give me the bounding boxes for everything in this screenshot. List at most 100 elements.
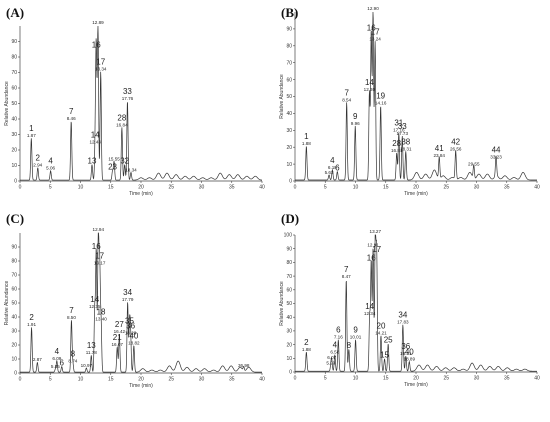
peak-number: 8 xyxy=(71,350,76,359)
peak-number: 40 xyxy=(405,347,414,356)
peak-number: 34 xyxy=(123,288,132,297)
panel-c: (C) 0 10 20 30 40 50 60 70 80 90 0 5 10 15 20 25 30 35 40 T… xyxy=(0,211,275,422)
panel-label: (C) xyxy=(6,211,25,226)
peak-number: 9 xyxy=(353,112,358,121)
peak-number: 44 xyxy=(492,146,501,155)
peak-retention-time: 12.94 xyxy=(93,227,105,232)
peak-retention-time: 5.93 xyxy=(326,361,335,366)
peak-number: 6 xyxy=(60,358,65,367)
peak-number: 14 xyxy=(91,130,100,139)
x-tick-label: 20 xyxy=(138,185,144,191)
peak-number: 7 xyxy=(69,107,74,116)
peak-retention-time: 18.31 xyxy=(400,146,412,151)
y-tick-label: 50 xyxy=(11,301,17,307)
peak-number: 36 xyxy=(126,322,135,331)
x-tick-label: 5 xyxy=(324,376,327,382)
peak-number: 17 xyxy=(96,58,105,67)
peak-number: 9 xyxy=(353,325,358,334)
y-tick-label: 100 xyxy=(284,233,293,239)
y-tick-label: 40 xyxy=(286,315,292,321)
peak-retention-time: 13.34 xyxy=(95,67,107,72)
x-tick-label: 5 xyxy=(324,185,327,191)
peak-number: 14 xyxy=(90,295,99,304)
x-tick-label: 10 xyxy=(353,376,359,382)
y-tick-label: 20 xyxy=(286,145,292,151)
x-tick-label: 40 xyxy=(259,377,265,383)
peak-number: 32 xyxy=(120,157,129,166)
y-tick-label: 20 xyxy=(286,342,292,348)
x-tick-label: 30 xyxy=(199,185,205,191)
peak-number: 20 xyxy=(377,321,386,330)
peak-retention-time: 14.21 xyxy=(375,330,387,335)
peak-retention-time: 12.91 xyxy=(367,243,379,248)
peak-number: 33 xyxy=(398,122,407,131)
chromatogram-trace xyxy=(20,232,262,373)
peak-number: 28 xyxy=(117,113,126,122)
y-tick-label: 10 xyxy=(11,357,17,363)
peak-retention-time: 2.87 xyxy=(33,357,42,362)
peak-retention-time: 13.27 xyxy=(370,229,382,234)
y-tick-label: 20 xyxy=(11,343,17,349)
x-tick-label: 15 xyxy=(108,185,114,191)
peak-number: 38 xyxy=(401,137,410,146)
chromatogram-a: 0 10 20 30 40 50 60 70 80 90 0 5 10 15 20 25 30 35 40 Time … xyxy=(4,20,265,197)
peak-number: 16 xyxy=(92,40,101,49)
peak-number: 23 xyxy=(108,163,117,172)
peak-number: 19 xyxy=(376,92,385,101)
y-tick-label: 90 xyxy=(286,246,292,252)
peak-retention-time: 10.01 xyxy=(350,334,362,339)
peak-number: 2 xyxy=(36,154,41,163)
peak-retention-time: 18.31 xyxy=(400,351,412,356)
peak-number: 4 xyxy=(55,347,60,356)
y-tick-label: 90 xyxy=(11,245,17,251)
panel-label: (A) xyxy=(6,5,25,20)
y-tick-label: 0 xyxy=(289,179,292,185)
peak-retention-time: 6.07 xyxy=(327,355,336,360)
peak-retention-time: 12.30 xyxy=(364,87,376,92)
peak-number: 4 xyxy=(333,341,338,350)
peak-number: 42 xyxy=(451,137,460,146)
x-tick-label: 10 xyxy=(78,185,84,191)
peak-retention-time: 17.76 xyxy=(122,96,134,101)
peak-retention-time: 1.91 xyxy=(27,322,36,327)
peak-number: 7 xyxy=(344,88,349,97)
y-tick-label: 0 xyxy=(14,371,17,377)
y-tick-label: 80 xyxy=(286,44,292,50)
peak-retention-time: 17.79 xyxy=(122,297,134,302)
peak-retention-time: 1.88 xyxy=(302,347,311,352)
x-tick-label: 10 xyxy=(78,377,84,383)
peak-retention-time: 13.24 xyxy=(369,36,381,41)
peak-retention-time: 18.89 xyxy=(404,356,416,361)
y-tick-label: 20 xyxy=(11,148,17,154)
y-tick-label: 80 xyxy=(286,260,292,266)
y-tick-label: 40 xyxy=(286,111,292,117)
peak-retention-time: 5.85 xyxy=(51,364,60,369)
peak-number: 27 xyxy=(115,320,124,329)
y-tick-label: 10 xyxy=(286,162,292,168)
peak-retention-time: 12.43 xyxy=(89,139,101,144)
peak-retention-time: 8.46 xyxy=(67,116,76,121)
y-tick-label: 70 xyxy=(286,274,292,280)
peak-retention-time: 26.56 xyxy=(450,146,462,151)
x-tick-label: 0 xyxy=(294,185,297,191)
y-tick-label: 30 xyxy=(286,128,292,134)
x-tick-label: 20 xyxy=(413,376,419,382)
peak-retention-time: 1.87 xyxy=(27,133,36,138)
x-tick-label: 20 xyxy=(413,185,419,191)
peak-number: 16 xyxy=(367,23,376,32)
y-tick-label: 0 xyxy=(289,370,292,376)
x-tick-label: 40 xyxy=(259,185,265,191)
x-tick-label: 25 xyxy=(168,185,174,191)
y-tick-label: 30 xyxy=(11,132,17,138)
y-axis-label: Relative Abundance xyxy=(4,281,10,326)
y-tick-label: 40 xyxy=(11,315,17,321)
peak-number: 8 xyxy=(347,341,352,350)
y-tick-label: 0 xyxy=(14,179,17,185)
peak-number: 14 xyxy=(365,78,374,87)
peak-retention-time: 12.90 xyxy=(367,6,379,11)
y-tick-label: 50 xyxy=(11,101,17,107)
y-axis-label: Relative Abundance xyxy=(4,81,10,126)
x-tick-label: 30 xyxy=(474,185,480,191)
peak-number: 25 xyxy=(384,336,393,345)
peak-number: 16 xyxy=(92,242,101,251)
